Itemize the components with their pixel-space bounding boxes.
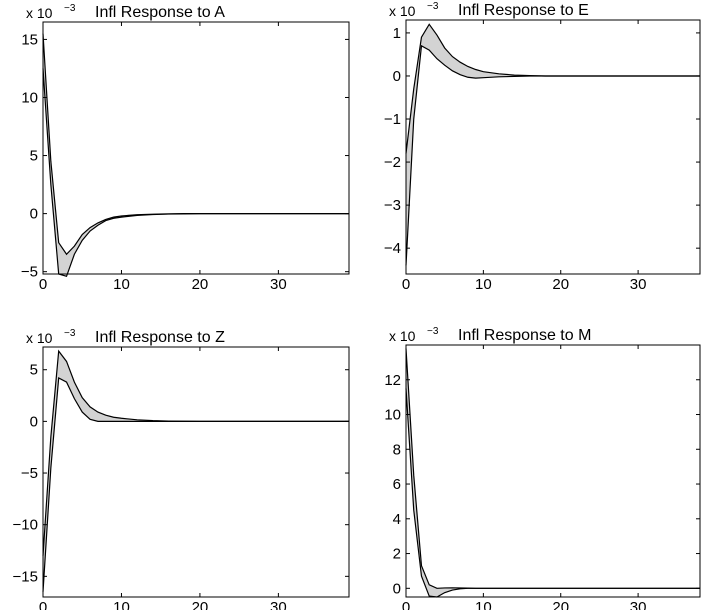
- axis-exponent-label: x 10: [389, 328, 416, 344]
- y-tick-label: 8: [393, 441, 401, 458]
- lower-band-line: [405, 44, 700, 266]
- y-tick-label: 0: [393, 68, 401, 85]
- lower-band-line: [42, 377, 349, 592]
- y-tick-label: 0: [30, 206, 38, 223]
- x-tick-label: 20: [552, 599, 569, 610]
- x-tick-label: 0: [402, 599, 410, 610]
- lower-band-line: [42, 68, 349, 278]
- axis-exponent-label: x 10: [26, 5, 53, 21]
- x-tick-label: 30: [270, 599, 287, 610]
- upper-band-line: [42, 33, 349, 256]
- x-tick-label: 10: [475, 599, 492, 610]
- x-tick-label: 30: [270, 276, 287, 293]
- x-tick-label: 10: [113, 276, 130, 293]
- panel-title: Infl Response to E: [458, 2, 589, 19]
- confidence-band: [406, 24, 700, 266]
- panel-infl-response-to-e: 0 10 20 30 −4 −3 −2 −1 0 1 x 10 −3 Infl Response to …: [384, 1, 701, 293]
- upper-band-line: [405, 348, 700, 589]
- axes-frame: [405, 344, 701, 598]
- y-tick-label: 10: [21, 89, 38, 106]
- y-tick-label: 15: [21, 31, 38, 48]
- panel-title: Infl Response to M: [458, 327, 591, 344]
- x-tick-label: 20: [192, 276, 209, 293]
- y-tick-label: 12: [384, 372, 401, 389]
- y-tick-label: −10: [13, 517, 38, 534]
- confidence-band: [43, 351, 349, 592]
- y-tick-label: 5: [30, 362, 38, 379]
- y-tick-label: −4: [384, 240, 401, 257]
- confidence-band: [43, 33, 349, 277]
- x-tick-label: 20: [552, 276, 569, 293]
- y-tick-label: −3: [384, 197, 401, 214]
- y-tick-label: −2: [384, 154, 401, 171]
- x-tick-label: 30: [630, 276, 647, 293]
- y-tick-label: 6: [393, 476, 401, 493]
- y-tick-label: 0: [393, 580, 401, 597]
- y-tick-label: 10: [384, 407, 401, 424]
- panel-infl-response-to-m: 0 10 20 30 0 2 4 6 8 10 12 x 10 −3 Infl Response to M: [384, 326, 701, 610]
- y-tick-label: −5: [21, 264, 38, 281]
- panel-title: Infl Response to Z: [95, 329, 225, 346]
- x-tick-label: 10: [475, 276, 492, 293]
- axes-frame: [42, 21, 350, 275]
- y-tick-label: −5: [21, 465, 38, 482]
- x-tick-label: 30: [630, 599, 647, 610]
- axis-exponent-power: −3: [64, 3, 76, 14]
- x-tick-label: 10: [113, 599, 130, 610]
- x-tick-label: 0: [39, 599, 47, 610]
- axis-exponent-label: x 10: [26, 330, 53, 346]
- axis-exponent-power: −3: [427, 1, 439, 12]
- confidence-band: [406, 348, 700, 597]
- axes-frame: [405, 19, 701, 275]
- y-tick-label: 5: [30, 148, 38, 165]
- lower-band-line: [405, 388, 700, 598]
- axis-exponent-power: −3: [64, 328, 76, 339]
- y-tick-label: 2: [393, 546, 401, 563]
- x-tick-label: 20: [192, 599, 209, 610]
- panel-title: Infl Response to A: [95, 4, 225, 21]
- axis-exponent-power: −3: [427, 326, 439, 337]
- upper-band-line: [405, 23, 700, 154]
- y-tick-label: 4: [393, 511, 401, 528]
- upper-band-line: [42, 349, 349, 556]
- axes-frame: [42, 346, 350, 598]
- y-tick-label: 1: [393, 25, 401, 42]
- x-tick-label: 0: [402, 276, 410, 293]
- panel-infl-response-to-z: 0 10 20 30 −15 −10 −5 0 5 x 10 −3 Infl Response to …: [13, 328, 350, 610]
- axis-exponent-label: x 10: [389, 3, 416, 19]
- x-tick-label: 0: [39, 276, 47, 293]
- y-tick-label: −1: [384, 111, 401, 128]
- y-tick-label: −15: [13, 568, 38, 585]
- y-tick-label: 0: [30, 413, 38, 430]
